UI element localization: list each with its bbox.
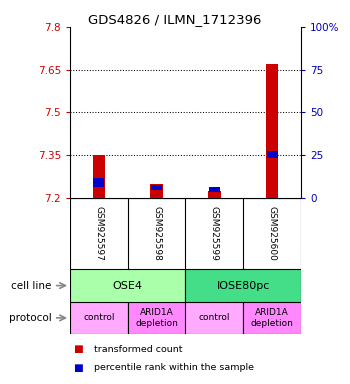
Text: transformed count: transformed count xyxy=(94,345,183,354)
Text: cell line: cell line xyxy=(11,281,51,291)
Bar xyxy=(208,191,221,197)
Bar xyxy=(243,302,301,334)
Text: GSM925600: GSM925600 xyxy=(268,206,276,261)
Text: ■: ■ xyxy=(74,344,83,354)
Bar xyxy=(93,178,104,187)
Bar xyxy=(209,187,220,192)
Text: protocol: protocol xyxy=(9,313,51,323)
Bar xyxy=(70,270,186,302)
Bar xyxy=(150,184,163,197)
Text: ARID1A
depletion: ARID1A depletion xyxy=(251,308,294,328)
Text: GDS4826 / ILMN_1712396: GDS4826 / ILMN_1712396 xyxy=(88,13,262,26)
Text: control: control xyxy=(83,313,115,323)
Bar xyxy=(92,156,105,197)
Text: percentile rank within the sample: percentile rank within the sample xyxy=(94,363,254,372)
Bar xyxy=(266,65,279,197)
Text: ■: ■ xyxy=(74,363,83,373)
Bar xyxy=(186,302,243,334)
Text: GSM925599: GSM925599 xyxy=(210,206,219,261)
Text: ARID1A
depletion: ARID1A depletion xyxy=(135,308,178,328)
Text: GSM925597: GSM925597 xyxy=(94,206,103,261)
Bar xyxy=(70,302,128,334)
Text: GSM925598: GSM925598 xyxy=(152,206,161,261)
Text: OSE4: OSE4 xyxy=(113,281,143,291)
Text: IOSE80pc: IOSE80pc xyxy=(217,281,270,291)
Bar xyxy=(186,270,301,302)
Text: control: control xyxy=(198,313,230,323)
Bar xyxy=(151,185,162,190)
Bar xyxy=(267,151,278,158)
Bar xyxy=(128,302,186,334)
